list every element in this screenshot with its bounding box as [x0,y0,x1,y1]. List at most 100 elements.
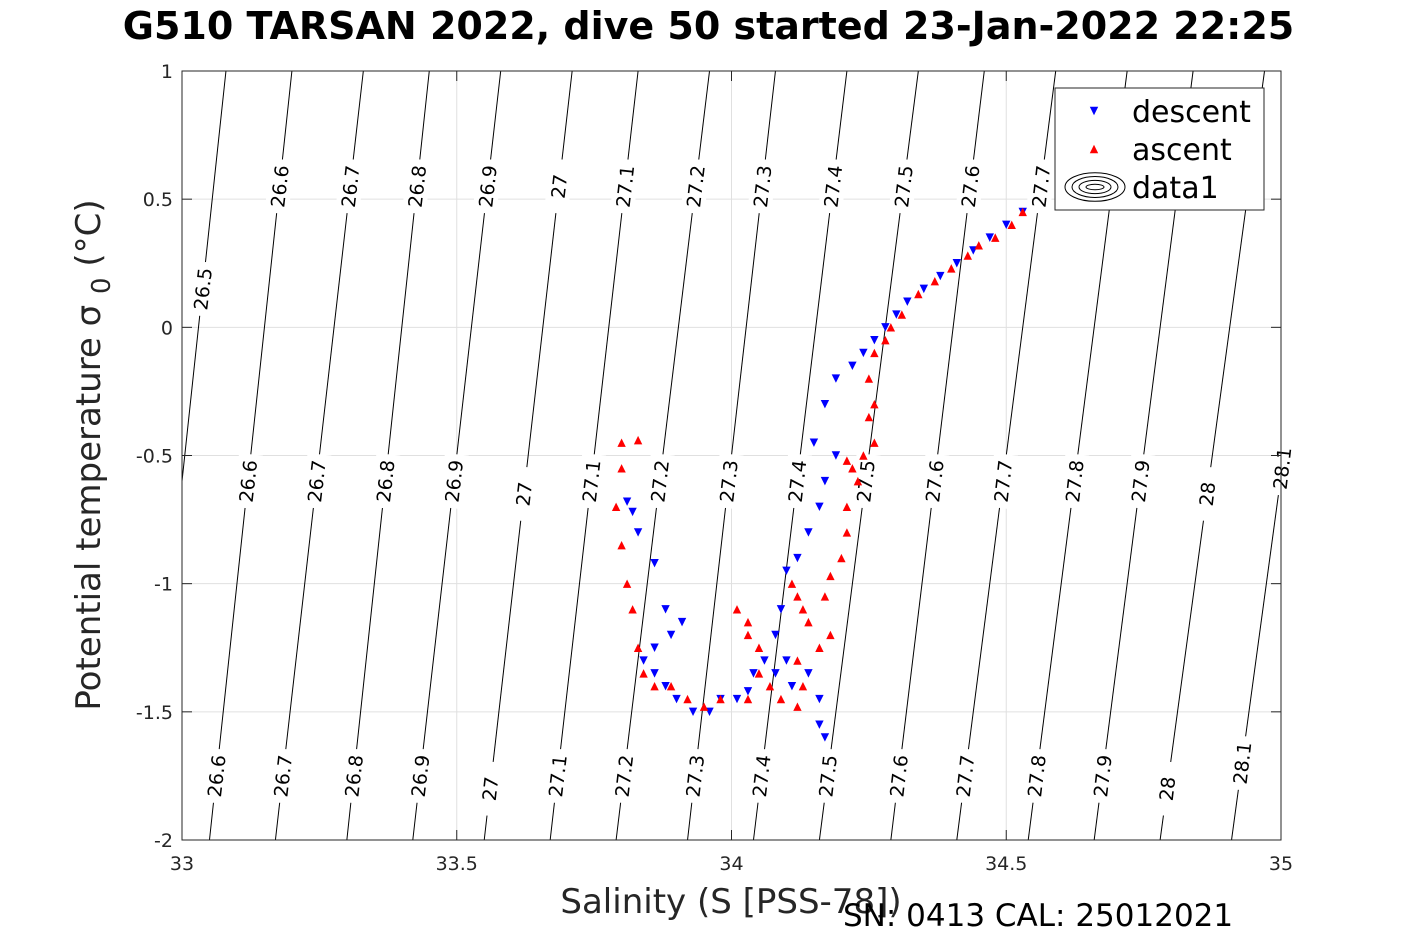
contour-label-bg [919,452,950,510]
ascent-point [853,476,863,486]
ascent-point [1018,207,1027,217]
contour-label: 28.1 [1230,741,1257,786]
ascent-point [897,310,907,319]
contour-label-group: 26.9 [472,158,503,215]
axis-ticks: 33 33.5 34 34.5 35 -2 -1.5 -1 -0.5 0 0.5 1 [136,61,1293,875]
contour-label-bg [543,158,574,215]
contour-label: 27.9 [1090,754,1117,799]
contour-label: 27.8 [1024,754,1051,799]
contour-label-group: 27 [543,158,574,215]
ascent-point [754,643,764,652]
contour-label-group: 27.6 [955,158,986,215]
contour-label: 27.6 [958,164,985,209]
contour-label-group: 26.8 [401,158,432,215]
contour-label-bg [508,465,539,523]
contour-label-bg [264,158,295,215]
contour-label-group: 27.2 [644,452,675,510]
x-tick-label: 35 [1269,853,1293,875]
contour-label-bg [1192,465,1223,523]
contour-label-group: 28 [1192,465,1223,523]
contour-label: 26.8 [405,164,432,209]
contour-label: 27 [479,776,504,803]
descent-point [650,669,659,678]
contour-label: 27.4 [785,459,812,504]
ascent-point [815,643,824,652]
ascent-point [798,605,808,614]
descent-point [952,259,961,268]
x-tick-label: 33 [170,853,194,875]
contour-label-bg [747,158,778,215]
descent-point [760,656,769,665]
ascent-point [633,435,643,445]
descent-point [650,558,659,568]
density-contours: 26.5 26.6 26.7 26.8 26.9 27 27.1 27.2 27.3 27.4 27… [182,71,1297,840]
ascent-point [870,348,879,358]
contour-label: 27.9 [1128,459,1155,504]
contour-label-bg [883,747,914,805]
contour-label-group: 27.5 [888,158,919,215]
ascent-point [765,682,775,691]
descent-point [815,720,824,729]
contour-label-bg [987,452,1018,510]
contour-label-group: 27.7 [987,452,1018,510]
contour-label-group: 26.6 [201,747,232,805]
ascent-point [859,451,868,460]
contour-label-group: 26.6 [264,158,295,215]
contour-label-group: 26.7 [335,158,366,215]
contour-label-group: 28 [1152,760,1183,817]
contour-label-group: 27.7 [950,747,981,805]
descent-point [776,605,786,614]
descent-point [622,497,632,506]
descent-point [650,643,659,652]
ascent-point [826,571,835,581]
y-axis-label-unit: (°C) [69,199,109,277]
y-axis-label-subscript: 0 [87,277,117,294]
contour-label-bg [472,158,503,215]
descent-point [688,707,698,717]
descent-point [661,682,670,691]
contour-label-group: 27.9 [1125,452,1156,510]
contour-label-bg [1059,452,1090,510]
legend-label-descent: descent [1132,95,1251,130]
x-axis-label: Salinity (S [PSS-78]) [560,882,901,922]
contour-label-group: 27.5 [850,452,881,510]
ascent-point [776,694,786,704]
contour-label-group: 27.5 [812,747,843,805]
contour-label-bg [679,747,710,805]
contour-label-bg [1226,734,1257,792]
contour-label: 27.2 [647,459,674,504]
contour-label-group: 26.9 [438,452,469,510]
ascent-point [881,335,890,345]
ascent-point [842,456,852,465]
ascent-point [732,605,742,614]
descent-point [666,630,676,640]
descent-point [820,733,830,742]
ascent-point [633,643,643,652]
ascent-point [914,289,923,299]
contour-label: 27.3 [683,754,710,799]
contour-label-group: 27.3 [713,452,744,510]
contour-label: 26.9 [475,164,502,209]
descent-point [831,451,841,460]
legend-contour-icon [1078,179,1112,195]
contour-label: 26.7 [338,164,365,209]
contour-label-bg [812,747,843,805]
contour-label-bg [1152,760,1183,817]
descent-point [661,605,670,614]
descent-point [804,528,813,537]
contour-label: 26.9 [441,459,468,504]
legend-marker-descent [1089,106,1099,116]
contour-label-group: 27.6 [883,747,914,805]
contour-label-bg [576,452,607,510]
contour-label-group: 27.3 [747,158,778,215]
descent-point [749,669,758,678]
descent-point [815,694,824,704]
ascent-point [848,464,857,473]
descent-point [903,297,912,306]
contour-line [1231,472,1281,840]
ascent-point [622,579,632,588]
contour-label: 28.1 [1270,446,1297,491]
contour-label: 27.1 [613,164,640,209]
descent-point [732,694,742,704]
